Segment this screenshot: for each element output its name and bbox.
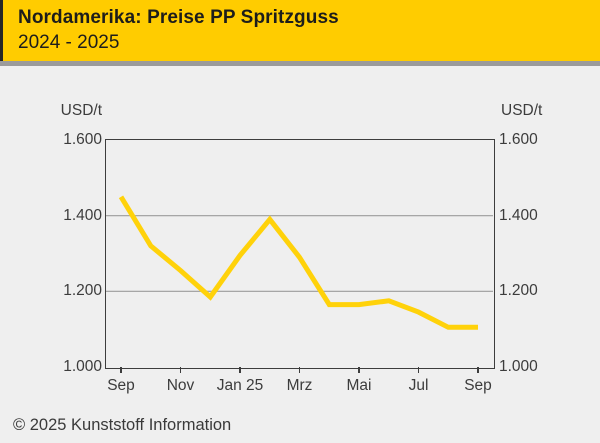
header-band: Nordamerika: Preise PP Spritzguss 2024 -… [0, 0, 600, 61]
x-tick-mark [179, 367, 182, 373]
x-tick-mark [239, 367, 241, 373]
price-chart-svg [105, 195, 493, 330]
y-tick-label-right: 1.200 [499, 282, 538, 300]
x-tick-label: Sep [107, 377, 135, 394]
x-tick-label: Nov [166, 377, 195, 394]
y-axis-unit-right: USD/t [501, 102, 543, 119]
price-line [118, 195, 478, 330]
x-tick-mark [358, 367, 360, 373]
header-divider [0, 61, 600, 66]
x-tick-mark [120, 367, 122, 373]
y-tick-label-left: 1.200 [63, 282, 102, 300]
x-tick-label: Sep [464, 377, 492, 394]
x-tick-mark [417, 367, 420, 373]
grid-lines [105, 214, 493, 292]
y-axis-unit-left: USD/t [60, 102, 102, 119]
y-tick-label-right: 1.600 [499, 131, 538, 148]
y-tick-label-left: 1.600 [63, 131, 102, 148]
copyright-text: © 2025 Kunststoff Information [13, 416, 232, 434]
y-tick-label-left: 1.000 [63, 358, 102, 375]
x-tick-mark [477, 367, 479, 373]
header-left-edge-strip [0, 0, 3, 61]
x-tick-mark [298, 367, 301, 373]
page-title: Nordamerika: Preise PP Spritzguss [18, 7, 339, 28]
page-subtitle: 2024 - 2025 [18, 32, 120, 53]
x-tick-label: Jul [408, 377, 429, 394]
x-tick-label: Mai [346, 377, 372, 394]
x-tick-label: Jan 25 [216, 377, 264, 394]
x-tick-label: Mrz [286, 377, 313, 394]
y-tick-label-right: 1.400 [499, 206, 538, 224]
y-tick-label-right: 1.000 [499, 358, 538, 375]
y-tick-label-left: 1.400 [63, 206, 102, 224]
price-chart-plot [104, 138, 495, 369]
